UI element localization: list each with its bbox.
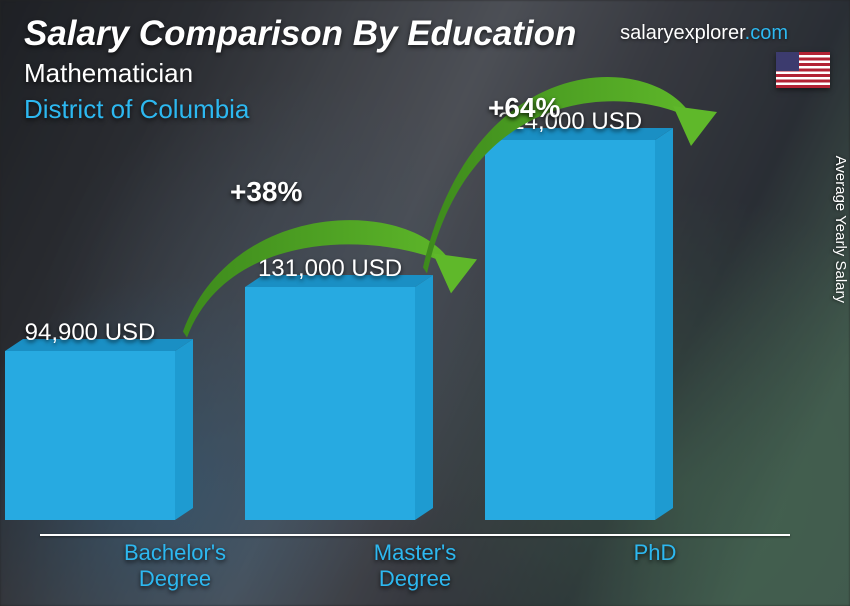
increase-arrow: [0, 0, 850, 606]
content: Salary Comparison By Education Mathemati…: [0, 0, 850, 606]
increase-badge: +64%: [488, 92, 560, 124]
arrow-head-icon: [673, 106, 717, 146]
arrow-body: [423, 77, 701, 273]
